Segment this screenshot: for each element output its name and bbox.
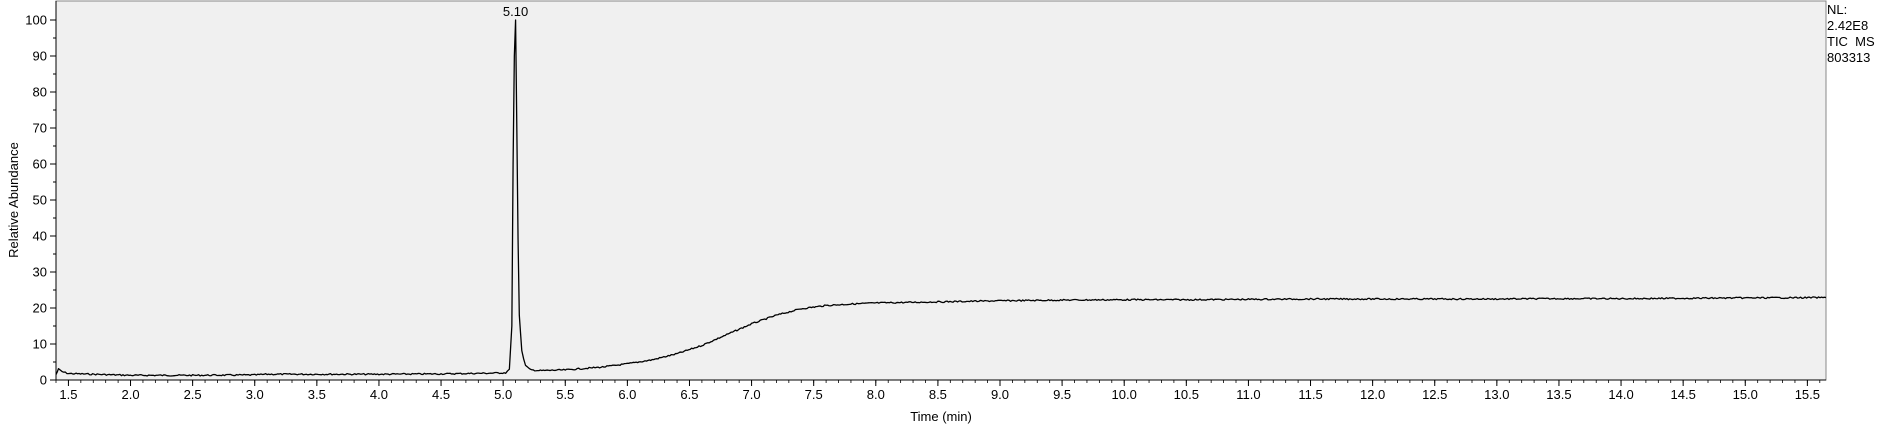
x-tick-label: 2.0 [121, 387, 139, 402]
x-tick-label: 3.5 [308, 387, 326, 402]
x-tick-label: 4.5 [432, 387, 450, 402]
x-tick-label: 4.0 [370, 387, 388, 402]
x-tick-label: 6.0 [618, 387, 636, 402]
tic-trace-line [55, 19, 1827, 377]
x-tick-label: 12.0 [1360, 387, 1385, 402]
x-axis-title: Time (min) [910, 409, 972, 424]
y-tick-label: 70 [33, 121, 47, 136]
x-tick-label: 9.0 [991, 387, 1009, 402]
x-tick-label: 10.0 [1112, 387, 1137, 402]
x-tick-label: 14.5 [1671, 387, 1696, 402]
y-tick-label: 30 [33, 265, 47, 280]
x-tick-label: 8.5 [929, 387, 947, 402]
x-tick-label: 3.0 [246, 387, 264, 402]
x-tick-label: 8.0 [867, 387, 885, 402]
x-tick-label: 14.0 [1608, 387, 1633, 402]
nl-label: NL: [1827, 2, 1848, 17]
x-tick-label: 7.0 [743, 387, 761, 402]
y-tick-label: 40 [33, 229, 47, 244]
x-tick-label: 10.5 [1174, 387, 1199, 402]
peak-label: 5.10 [503, 4, 528, 19]
x-tick-label: 13.0 [1484, 387, 1509, 402]
y-tick-label: 90 [33, 49, 47, 64]
x-tick-label: 5.5 [556, 387, 574, 402]
y-tick-label: 20 [33, 301, 47, 316]
y-tick-label: 60 [33, 157, 47, 172]
scan-filter-label: TIC MS [1827, 34, 1875, 49]
y-axis-title: Relative Abundance [6, 142, 21, 258]
x-tick-label: 15.0 [1733, 387, 1758, 402]
y-tick-label: 10 [33, 337, 47, 352]
nl-value: 2.42E8 [1827, 18, 1869, 33]
x-tick-label: 2.5 [184, 387, 202, 402]
file-id: 803313 [1827, 50, 1871, 65]
x-tick-label: 13.5 [1546, 387, 1571, 402]
normalization-info: NL: 2.42E8 TIC MS 803313 [1827, 2, 1875, 66]
x-tick-label: 9.5 [1053, 387, 1071, 402]
x-tick-label: 1.5 [59, 387, 77, 402]
plot-area [55, 0, 1827, 381]
x-tick-label: 15.5 [1795, 387, 1820, 402]
x-tick-label: 5.0 [494, 387, 512, 402]
x-tick-label: 12.5 [1422, 387, 1447, 402]
y-tick-label: 50 [33, 193, 47, 208]
y-tick-label: 80 [33, 85, 47, 100]
x-tick-label: 6.5 [680, 387, 698, 402]
x-tick-label: 11.5 [1298, 387, 1322, 402]
y-tick-label: 100 [25, 13, 47, 28]
x-tick-label: 7.5 [805, 387, 823, 402]
x-tick-label: 11.0 [1236, 387, 1260, 402]
y-tick-label: 0 [40, 373, 47, 388]
